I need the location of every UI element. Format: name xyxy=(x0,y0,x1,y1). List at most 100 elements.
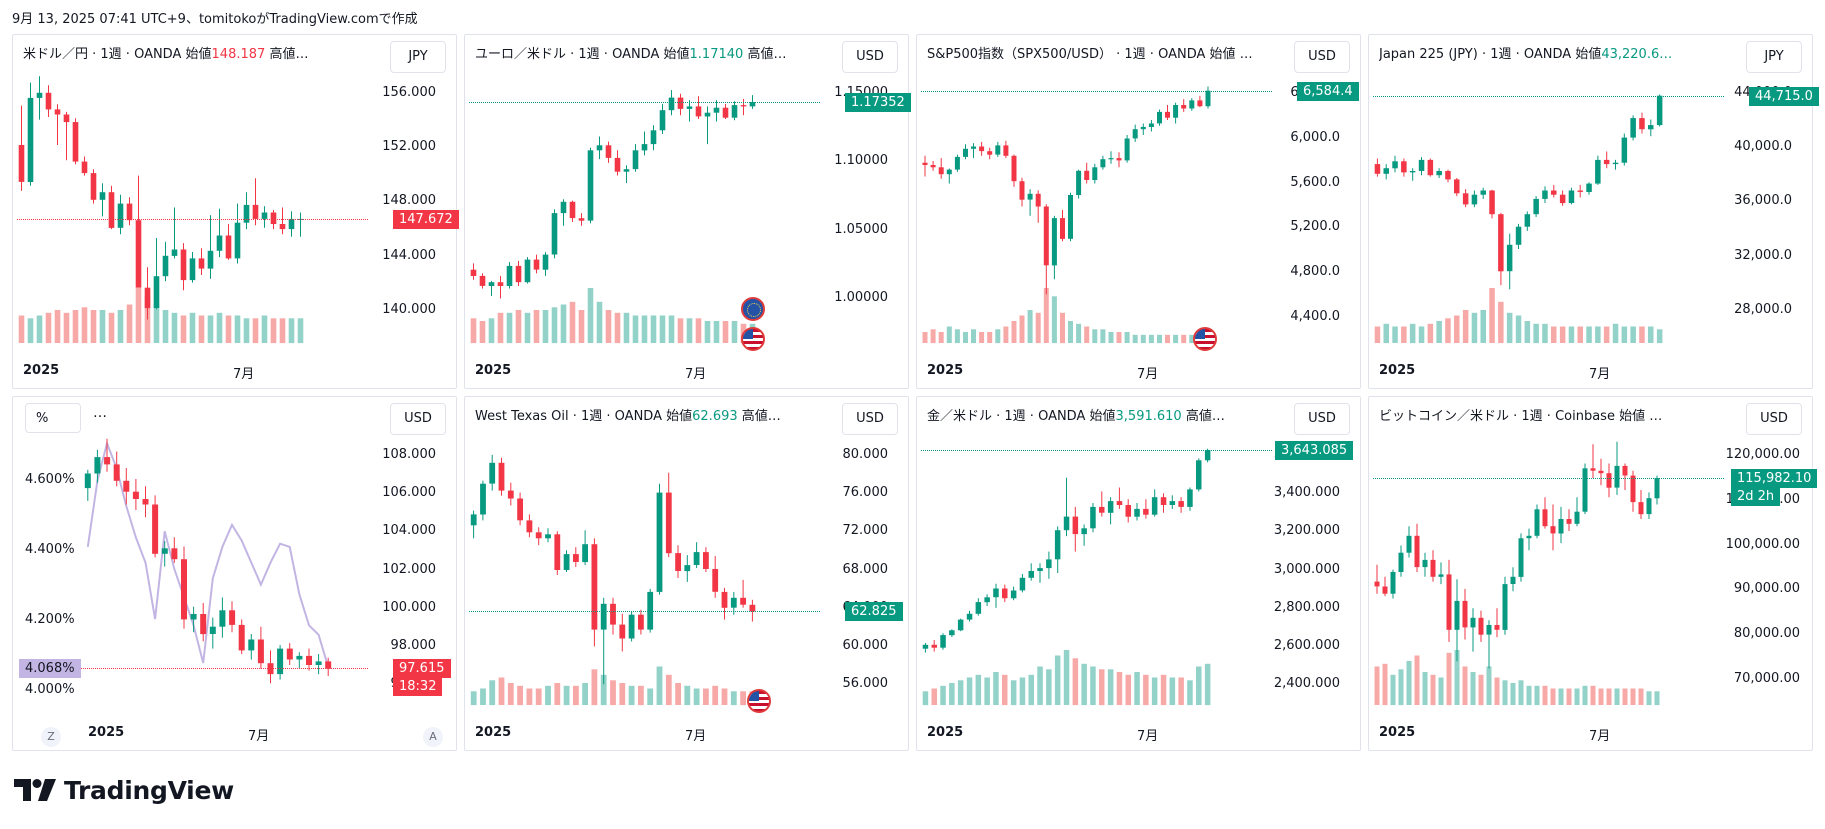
candlestick-svg[interactable] xyxy=(13,397,458,752)
candle[interactable] xyxy=(1003,140,1009,159)
candle[interactable] xyxy=(517,492,523,526)
candle[interactable] xyxy=(63,111,70,161)
candle[interactable] xyxy=(1084,162,1090,184)
candle[interactable] xyxy=(533,254,540,274)
currency-unit-selector[interactable]: USD xyxy=(390,403,446,435)
candle[interactable] xyxy=(940,633,946,650)
candle[interactable] xyxy=(1568,187,1575,205)
candle[interactable] xyxy=(1046,551,1052,579)
candle[interactable] xyxy=(596,136,603,160)
candle[interactable] xyxy=(1181,99,1187,112)
candle[interactable] xyxy=(1060,210,1065,242)
candle[interactable] xyxy=(930,161,936,171)
candle[interactable] xyxy=(1542,497,1548,529)
candle[interactable] xyxy=(171,537,178,563)
chart-panel[interactable]: West Texas Oil · 1週 · OANDA 始値62.693 高値…… xyxy=(464,396,909,751)
candle[interactable] xyxy=(315,654,322,675)
candle[interactable] xyxy=(90,169,97,204)
candle[interactable] xyxy=(975,598,982,616)
candle[interactable] xyxy=(1427,158,1434,177)
candle[interactable] xyxy=(675,545,681,578)
candle[interactable] xyxy=(1454,178,1460,197)
candle[interactable] xyxy=(135,175,142,288)
candle[interactable] xyxy=(1027,189,1033,216)
candle[interactable] xyxy=(123,468,130,505)
candle[interactable] xyxy=(1506,233,1513,290)
candle[interactable] xyxy=(1116,487,1123,509)
candle[interactable] xyxy=(1043,204,1049,295)
candle[interactable] xyxy=(209,617,216,649)
candle[interactable] xyxy=(721,587,728,620)
candle[interactable] xyxy=(225,224,232,260)
candle[interactable] xyxy=(1454,579,1460,662)
candle[interactable] xyxy=(325,657,332,676)
candle[interactable] xyxy=(152,495,159,558)
candle[interactable] xyxy=(922,642,929,653)
candle[interactable] xyxy=(1638,490,1644,519)
candle[interactable] xyxy=(1436,168,1442,178)
candle[interactable] xyxy=(1533,196,1539,217)
candle[interactable] xyxy=(286,643,293,665)
candle[interactable] xyxy=(1478,610,1484,642)
candle[interactable] xyxy=(647,588,654,633)
candle[interactable] xyxy=(1100,155,1106,170)
candle[interactable] xyxy=(1076,169,1082,199)
candle[interactable] xyxy=(993,583,999,608)
candle[interactable] xyxy=(1550,504,1556,551)
candle[interactable] xyxy=(638,609,644,635)
chart-panel[interactable]: ユーロ／米ドル · 1週 · OANDA 始値1.17140 高値… USD 1.1… xyxy=(464,34,911,389)
chart-title[interactable]: 米ドル／円 · 1週 · OANDA 始値148.187 高値… xyxy=(23,43,308,62)
candle[interactable] xyxy=(1577,184,1584,198)
chart-title[interactable]: S&P500指数（SPX500/USD） · 1週 · OANDA 始値 … xyxy=(927,43,1253,62)
candle[interactable] xyxy=(628,611,635,642)
candle[interactable] xyxy=(515,260,522,286)
candlestick-svg[interactable] xyxy=(1369,35,1814,390)
candle[interactable] xyxy=(1108,151,1114,164)
candle[interactable] xyxy=(1132,124,1138,142)
chart-panel[interactable]: Japan 225 (JPY) · 1週 · OANDA 始値43,220.6…… xyxy=(1368,34,1819,390)
candle[interactable] xyxy=(219,597,226,638)
candle[interactable] xyxy=(1037,563,1043,583)
candle[interactable] xyxy=(1559,190,1566,206)
candle[interactable] xyxy=(740,579,746,608)
candle[interactable] xyxy=(1148,120,1154,132)
currency-unit-selector[interactable]: USD xyxy=(1294,403,1350,435)
candle[interactable] xyxy=(1165,105,1170,120)
candle[interactable] xyxy=(1639,112,1645,134)
currency-unit-selector[interactable]: USD xyxy=(842,403,898,435)
candle[interactable] xyxy=(1471,190,1478,208)
candle[interactable] xyxy=(1654,475,1660,505)
candle[interactable] xyxy=(117,194,124,235)
candle[interactable] xyxy=(267,650,274,684)
candle[interactable] xyxy=(526,514,533,538)
candle[interactable] xyxy=(582,530,588,566)
candle[interactable] xyxy=(1157,109,1162,126)
candle[interactable] xyxy=(722,103,729,119)
candle[interactable] xyxy=(587,147,594,224)
candle[interactable] xyxy=(573,547,579,567)
candle[interactable] xyxy=(1414,523,1420,572)
candle[interactable] xyxy=(257,626,264,669)
candle[interactable] xyxy=(1494,608,1500,638)
candle[interactable] xyxy=(551,209,558,259)
candle[interactable] xyxy=(1125,499,1132,523)
candle[interactable] xyxy=(144,267,151,320)
candle[interactable] xyxy=(560,199,567,226)
candle[interactable] xyxy=(1648,119,1654,137)
candle[interactable] xyxy=(216,208,223,258)
candle[interactable] xyxy=(1028,563,1035,581)
candle[interactable] xyxy=(1134,503,1140,521)
candle[interactable] xyxy=(1398,545,1404,577)
candle[interactable] xyxy=(181,546,187,629)
candle[interactable] xyxy=(1534,504,1540,539)
candle[interactable] xyxy=(470,263,477,280)
us-flag-icon[interactable] xyxy=(1193,327,1217,351)
candle[interactable] xyxy=(1502,576,1508,635)
candle[interactable] xyxy=(238,619,245,655)
candle[interactable] xyxy=(695,96,702,119)
candle[interactable] xyxy=(479,273,486,289)
candle[interactable] xyxy=(1498,212,1504,286)
candle[interactable] xyxy=(703,547,709,572)
candle[interactable] xyxy=(248,634,255,660)
candle[interactable] xyxy=(984,594,990,606)
